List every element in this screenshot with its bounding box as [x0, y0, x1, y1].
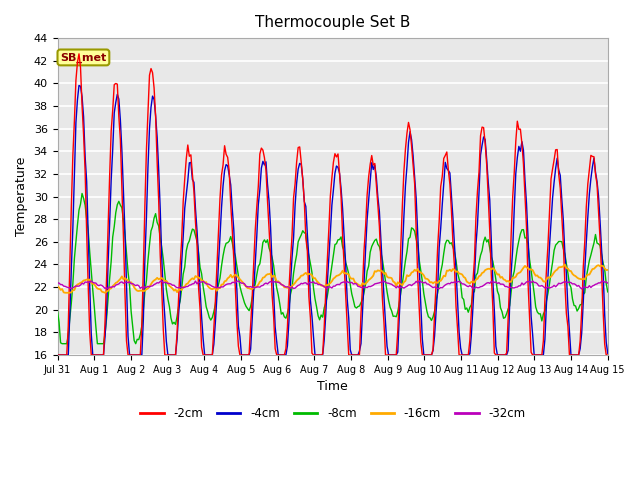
Legend: -2cm, -4cm, -8cm, -16cm, -32cm: -2cm, -4cm, -8cm, -16cm, -32cm	[135, 402, 530, 424]
Text: SB_met: SB_met	[60, 52, 106, 62]
Y-axis label: Temperature: Temperature	[15, 157, 28, 236]
Title: Thermocouple Set B: Thermocouple Set B	[255, 15, 410, 30]
X-axis label: Time: Time	[317, 380, 348, 393]
